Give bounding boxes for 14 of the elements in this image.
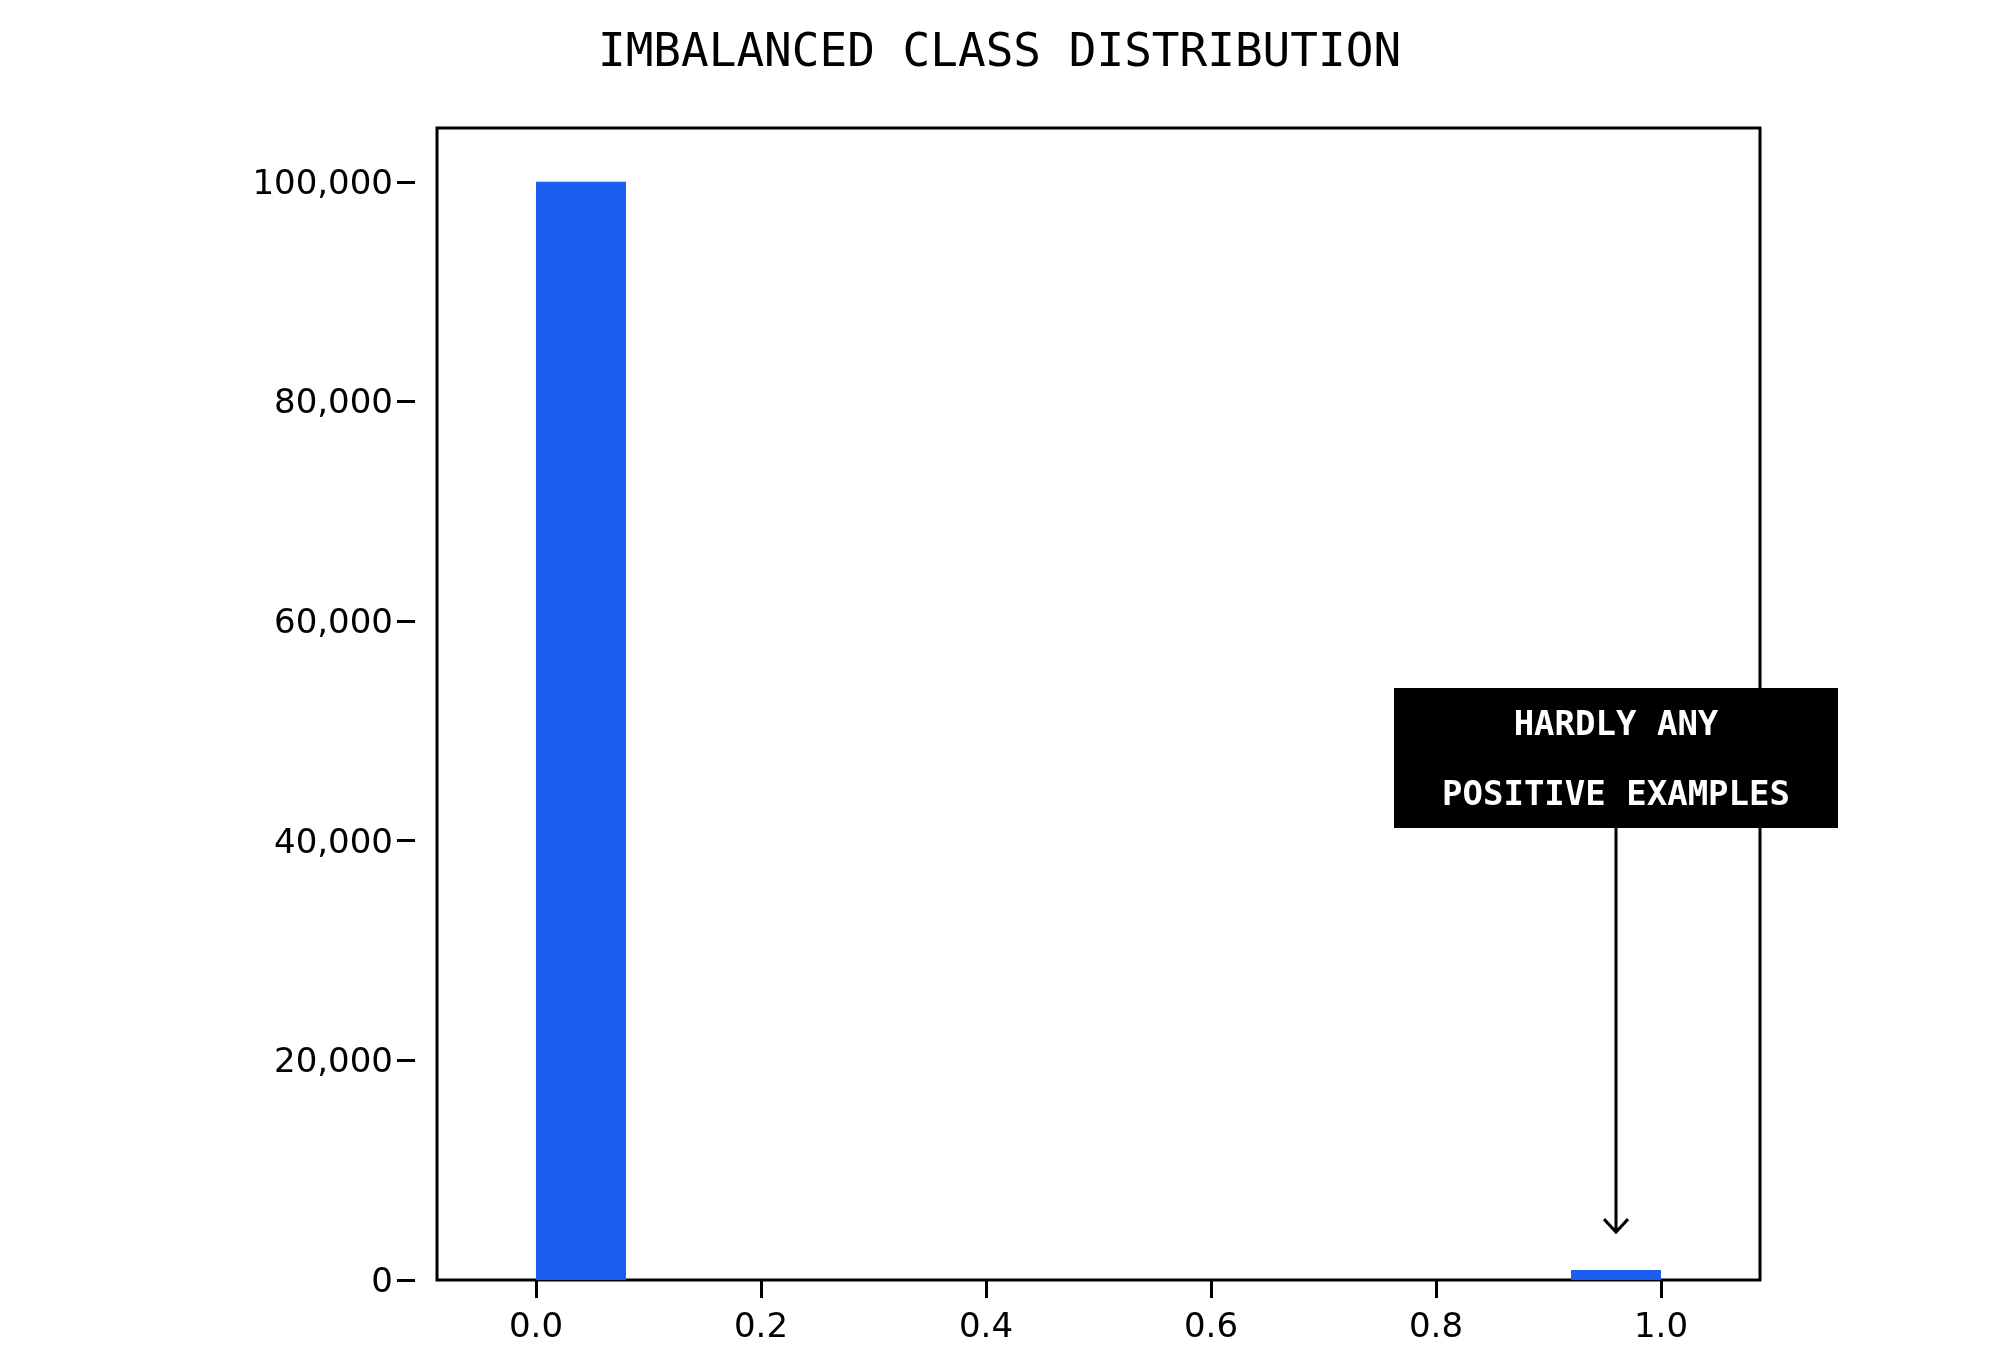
y-tick-label: 80,000 xyxy=(274,381,393,422)
x-tick-label: 0.4 xyxy=(958,1305,1014,1345)
y-tick-label: 40,000 xyxy=(274,820,393,861)
y-tick-label: 100,000 xyxy=(252,161,393,202)
chart-title: IMBALANCED CLASS DISTRIBUTION xyxy=(597,23,1402,77)
y-tick-label: 20,000 xyxy=(274,1040,393,1081)
x-tick-label: 0.2 xyxy=(733,1305,789,1345)
x-tick-label: 0.0 xyxy=(508,1305,564,1345)
x-tick-label: 1.0 xyxy=(1633,1305,1689,1345)
x-tick-label: 0.6 xyxy=(1183,1305,1239,1345)
x-tick-label: 0.8 xyxy=(1408,1305,1464,1345)
annotation: HARDLY ANY POSITIVE EXAMPLES xyxy=(1394,688,1838,828)
y-tick-label: 60,000 xyxy=(274,601,393,642)
y-tick-label: 0 xyxy=(371,1260,393,1300)
